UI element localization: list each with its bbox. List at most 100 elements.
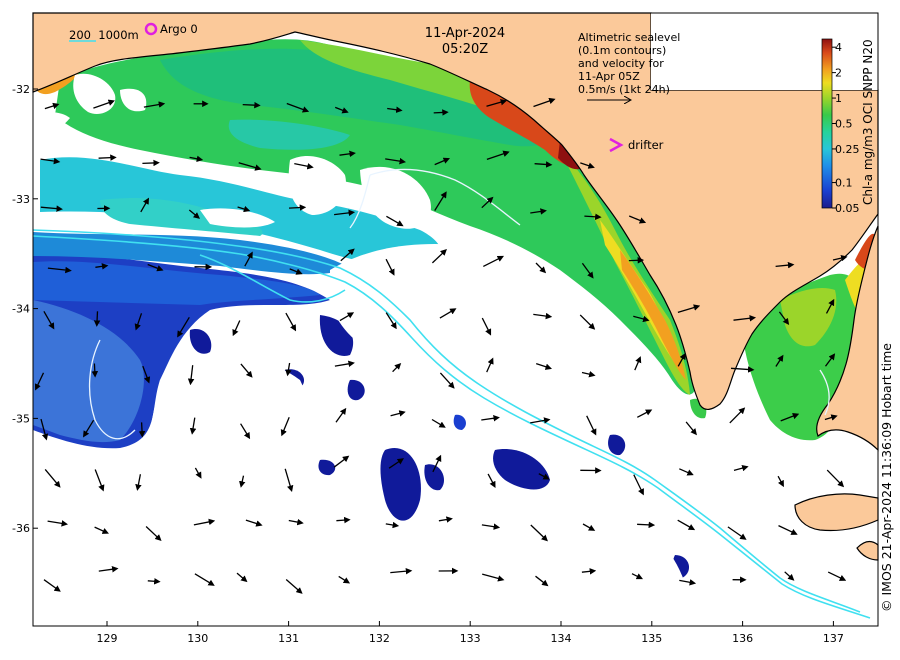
velocity-arrow [633,315,650,323]
velocity-arrow [388,458,404,469]
velocity-arrow [82,419,95,438]
velocity-arrow [432,454,442,473]
velocity-arrow [677,352,686,367]
velocity-arrow [244,251,253,267]
velocity-arrow [824,353,836,367]
velocity-arrow [336,516,351,524]
velocity-arrow [142,159,160,167]
velocity-arrow [530,208,547,215]
velocity-arrow [533,97,556,108]
velocity-arrow [483,255,505,267]
velocity-arrow [340,248,355,262]
velocity-arrow [679,579,697,586]
velocity-arrow [34,372,45,391]
velocity-arrow [143,101,166,108]
velocity-arrow [147,578,161,585]
altimetry-legend-line: (0.1m contours) [578,44,666,57]
velocity-arrow [439,308,457,319]
velocity-arrow [633,474,644,496]
velocity-arrow [44,468,61,488]
velocity-arrow [481,415,500,422]
velocity-arrow [581,371,596,378]
x-tick-label: 131 [278,632,299,645]
velocity-arrow [194,573,215,586]
velocity-arrow [582,523,596,531]
y-tick-label: -35 [12,412,30,425]
velocity-arrow [339,150,356,158]
colorbar-tick-label: 2 [835,67,842,80]
colorbar-tick-label: 0.05 [835,202,860,215]
velocity-arrow [534,161,553,168]
velocity-arrow [825,298,835,314]
velocity-arrow [631,573,644,580]
velocity-arrow [285,312,297,332]
velocity-arrow [727,526,747,540]
velocity-arrow [134,313,143,331]
velocity-arrow [685,421,697,436]
velocity-arrow [240,363,253,378]
altimetry-legend-text: Altimetric sealevel (0.1m contours) and ve… [578,31,680,96]
colorbar-tick-label: 0.1 [835,177,853,190]
altimetry-legend-line: 0.5m/s (1kt 24h) [578,83,670,96]
drifter-legend: drifter [609,137,664,153]
x-tick-label: 132 [369,632,390,645]
velocity-arrow [775,261,795,269]
velocity-arrow [177,316,190,338]
velocity-arrow [142,365,151,384]
velocity-arrow [93,99,115,109]
velocity-arrow [580,162,595,169]
colorbar-tick-label: 0.5 [835,118,853,131]
y-tick-label: -32 [12,83,30,96]
velocity-arrow [385,521,400,529]
velocity-arrow [438,516,453,523]
velocity-arrow [784,571,795,581]
velocity-arrow [94,526,109,534]
velocity-arrow [285,579,303,594]
velocity-arrow [43,310,55,330]
velocity-arrow [386,215,404,227]
velocity-arrow [98,566,119,573]
velocity-arrow [581,262,594,279]
credit-text: © IMOS 21-Apr-2024 11:36:09 Hobart time [879,343,894,612]
velocity-arrow [334,360,355,368]
velocity-arrow [47,266,72,274]
colorbar: 4 2 1 0.5 0.25 0.1 0.05 Chl-a mg/m3 OCI SNPP N… [821,38,875,215]
velocity-arrow [135,474,142,491]
velocity-arrow [236,572,248,583]
velocity-arrow [44,102,60,110]
velocity-arrow [778,311,790,326]
velocity-arrow [240,423,251,440]
time-label: 05:20Z [442,42,488,57]
isobath-legend-label: 200 1000m [69,28,139,42]
y-axis: -32 -33 -34 -35 -36 [12,83,38,535]
velocity-arrow [238,162,262,171]
velocity-arrow [535,262,547,274]
x-axis: 129 130 131 132 133 134 135 136 137 [97,621,844,645]
velocity-arrow [94,469,105,492]
velocity-arrow [239,475,246,488]
velocity-arrow [538,473,550,480]
velocity-arrow [481,523,501,530]
velocity-arrow [733,315,757,322]
velocity-arrow [245,519,263,527]
x-tick-label: 134 [551,632,572,645]
velocity-arrow [586,415,597,436]
colorbar-tick-label: 4 [835,41,842,54]
velocity-arrow [280,416,290,437]
colorbar-tick-label: 1 [835,92,842,105]
velocity-arrow [584,213,602,221]
velocity-arrow [487,473,496,488]
velocity-arrow [289,268,303,275]
altimetry-legend-line: Altimetric sealevel [578,31,680,44]
velocity-arrow [237,205,251,213]
velocity-arrow [188,209,201,219]
velocity-arrow [288,518,304,526]
velocity-arrow [335,407,347,423]
velocity-arrow [390,410,406,417]
velocity-arrow [189,155,204,162]
velocity-arrow [385,157,407,165]
land [32,12,879,561]
velocity-arrow [827,571,847,581]
velocity-arrow [385,258,395,276]
velocity-arrow [189,417,197,435]
